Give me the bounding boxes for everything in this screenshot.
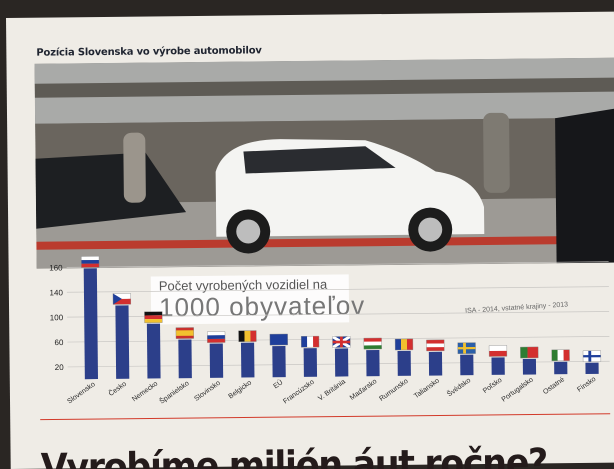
bar-cz xyxy=(115,305,130,379)
flag-sk-icon xyxy=(81,256,100,268)
bar-pt xyxy=(522,358,537,375)
gridline xyxy=(66,261,609,268)
flag-it-icon xyxy=(426,339,445,352)
flag-ro-icon xyxy=(394,338,414,351)
bar-eu xyxy=(272,345,286,378)
bar-ro xyxy=(397,350,411,376)
bar-be xyxy=(240,342,255,378)
y-tick-label: 140 xyxy=(49,288,63,297)
flag-fr-icon xyxy=(300,335,320,348)
x-tick-label: Slovensko xyxy=(66,381,96,406)
bar-se xyxy=(460,354,474,376)
bar-other xyxy=(554,361,568,375)
bar-pl xyxy=(491,357,505,375)
bar-es xyxy=(178,339,192,379)
x-tick-label: Švédsko xyxy=(445,375,472,398)
bar-de xyxy=(146,323,161,379)
bar-it xyxy=(428,351,443,376)
newspaper-page: Pozícia Slovenska vo výrobe automobilov … xyxy=(6,11,614,469)
flag-eu-icon xyxy=(269,333,288,346)
flag-si-icon xyxy=(207,331,226,343)
flag-es-icon xyxy=(175,327,194,339)
bar-fr xyxy=(303,348,318,377)
y-tick-label: 100 xyxy=(50,313,64,322)
x-tick-label: Ostatné xyxy=(542,376,566,396)
y-tick-label: 160 xyxy=(49,263,63,272)
bar-si xyxy=(209,343,224,378)
x-tick-label: Poľsko xyxy=(482,377,504,395)
x-tick-label: Česko xyxy=(107,379,128,398)
x-tick-label: Fínsko xyxy=(576,376,597,394)
x-tick-label: Portugalsko xyxy=(501,376,535,403)
flag-cz-icon xyxy=(112,293,132,305)
bar-chart: 20 60 100 140 160 Slovensko Česko Nemecko Španie… xyxy=(40,256,611,421)
x-tick-label: Belgicko xyxy=(228,379,254,400)
flag-be-icon xyxy=(238,330,257,342)
bar-hu xyxy=(366,349,380,377)
x-tick-label: Slovinsko xyxy=(193,380,222,403)
x-tick-label: Španielsko xyxy=(157,378,190,405)
flag-se-icon xyxy=(457,342,476,354)
bar-sk xyxy=(83,268,99,380)
x-tick-label: Francúzsko xyxy=(282,379,316,406)
y-tick-label: 60 xyxy=(54,338,64,347)
flag-gb-icon xyxy=(331,335,352,349)
factory-photo xyxy=(34,57,614,269)
flag-de-icon xyxy=(144,311,163,324)
flag-pl-icon xyxy=(488,345,508,357)
gridline xyxy=(66,286,609,293)
x-tick-label: Maďarsko xyxy=(349,378,378,402)
flag-hu-icon xyxy=(363,337,382,350)
flag-fi-icon xyxy=(582,350,602,362)
x-tick-label: Nemecko xyxy=(131,380,159,403)
flag-other-icon xyxy=(551,349,570,362)
x-tick-label: Rumunsko xyxy=(378,378,409,403)
x-tick-label: Taliansko xyxy=(413,377,441,400)
x-tick-label: V. Británia xyxy=(317,378,347,402)
divider-rule xyxy=(40,413,611,421)
flag-pt-icon xyxy=(520,346,539,359)
bar-gb xyxy=(334,348,349,377)
bar-fi xyxy=(585,362,599,374)
headline: Vyrobíme milión áut ročne? xyxy=(40,440,548,469)
x-tick-label: EÚ xyxy=(271,377,284,390)
y-tick-label: 20 xyxy=(55,363,65,372)
